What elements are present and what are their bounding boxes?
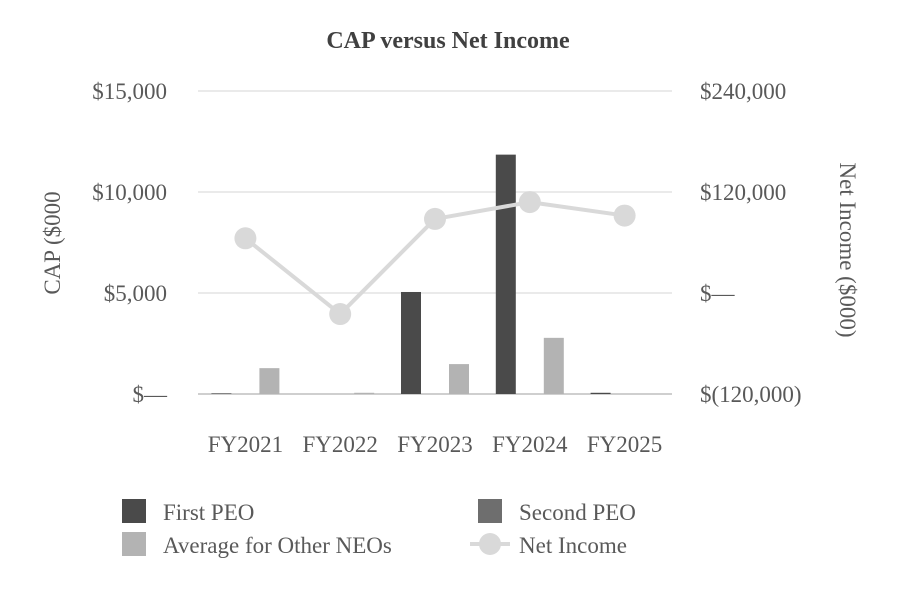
legend-label-second-peo: Second PEO: [519, 500, 636, 525]
x-tick-label: FY2022: [302, 432, 377, 457]
y2-tick-label: $120,000: [700, 180, 786, 205]
bars: [211, 154, 611, 394]
y-tick-label: $15,000: [92, 79, 167, 104]
legend-swatch-second-peo: [478, 499, 502, 523]
y2-tick-label: $—: [700, 281, 736, 306]
net-income-point: [518, 191, 541, 214]
legend-label-net-income: Net Income: [519, 533, 627, 558]
y-tick-label: $10,000: [92, 180, 167, 205]
bar-average-for-other-neos: [543, 337, 564, 394]
bar-first-peo: [401, 291, 421, 394]
y2-tick-label: $(120,000): [700, 382, 802, 407]
y2-axis-title: Net Income ($000): [835, 163, 860, 338]
bar-first-peo: [590, 392, 611, 394]
axis-ticks: $— $5,000 $10,000 $15,000 $(120,000) $— $120,0…: [92, 79, 801, 457]
legend-swatch-average-for-other-neos: [122, 532, 146, 556]
chart-title: CAP versus Net Income: [326, 28, 570, 54]
legend-marker-net-income: [479, 533, 501, 555]
net-income-point: [234, 227, 257, 250]
y-tick-label: $—: [133, 382, 169, 407]
legend-label-average-for-other-neos: Average for Other NEOs: [163, 533, 392, 558]
net-income-point: [613, 204, 636, 227]
x-tick-label: FY2024: [492, 432, 568, 457]
bar-average-for-other-neos: [354, 392, 375, 394]
x-tick-label: FY2021: [208, 432, 283, 457]
legend: First PEO Second PEO Average for Other NEO…: [122, 499, 636, 558]
legend-label-first-peo: First PEO: [163, 500, 254, 525]
bar-average-for-other-neos: [449, 364, 469, 394]
x-tick-label: FY2023: [397, 432, 472, 457]
y-tick-label: $5,000: [104, 281, 167, 306]
y2-tick-label: $240,000: [700, 79, 786, 104]
net-income-line: [234, 191, 636, 326]
bar-first-peo: [495, 154, 516, 394]
bar-average-for-other-neos: [259, 368, 280, 394]
y-axis-title: CAP ($000: [40, 191, 65, 294]
net-income-point: [329, 303, 352, 326]
legend-swatch-first-peo: [122, 499, 146, 523]
bar-first-peo: [211, 393, 232, 394]
x-tick-label: FY2025: [587, 432, 662, 457]
gridlines: [198, 90, 672, 395]
net-income-point: [424, 207, 446, 230]
